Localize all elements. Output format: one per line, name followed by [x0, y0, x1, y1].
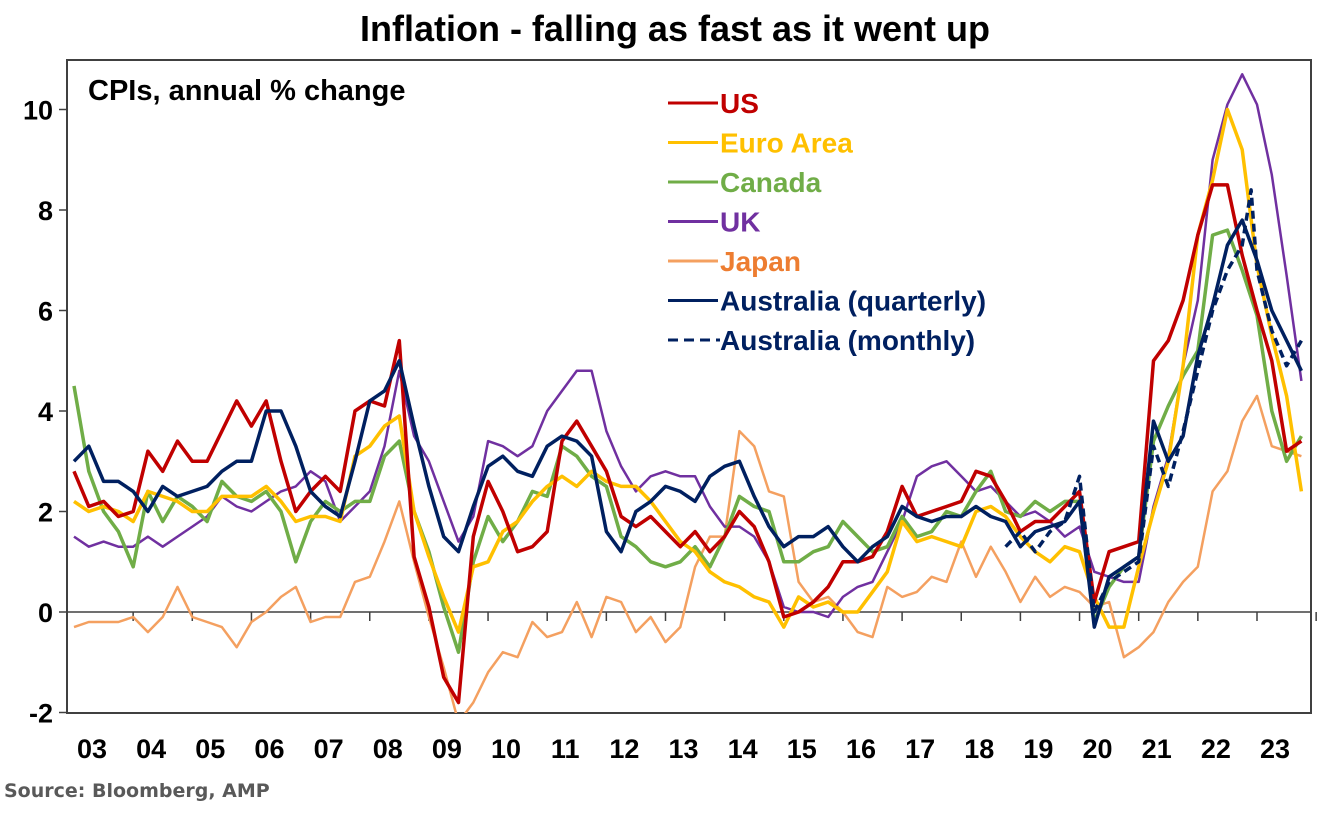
x-tick-label: 13 — [668, 734, 698, 764]
x-tick-label: 20 — [1083, 734, 1113, 764]
source-note: Source: Bloomberg, AMP — [4, 780, 270, 802]
x-tick-label: 04 — [136, 734, 166, 764]
x-tick-label: 15 — [787, 734, 817, 764]
legend-label-australia-monthly: Australia (monthly) — [720, 325, 975, 356]
series-line-uk — [73, 73, 1303, 619]
x-tick-label: 22 — [1201, 734, 1231, 764]
x-tick-label: 10 — [491, 734, 521, 764]
x-tick-label: 17 — [905, 734, 935, 764]
legend-label-japan: Japan — [720, 246, 801, 277]
x-tick-label: 08 — [373, 734, 403, 764]
series-line-australia-quarterly — [72, 218, 1303, 629]
y-tick-label: 10 — [23, 96, 53, 126]
y-tick-label: 8 — [38, 196, 53, 226]
y-tick-label: 0 — [38, 598, 53, 628]
x-tick-label: 05 — [195, 734, 225, 764]
x-tick-label: 21 — [1142, 734, 1172, 764]
series-line-australia-monthly — [1004, 188, 1303, 614]
legend-label-australia-quarterly: Australia (quarterly) — [720, 286, 986, 317]
axes: -2 0 2 4 6 8 10 03 04 05 06 07 08 09 10 11 12 13 14 15 16 17 1… — [23, 59, 1317, 764]
x-tick-label: 03 — [77, 734, 107, 764]
x-tick-label: 16 — [846, 734, 876, 764]
legend-label-uk: UK — [720, 207, 760, 238]
legend-label-euro-area: Euro Area — [720, 128, 853, 159]
legend-label-canada: Canada — [720, 167, 822, 198]
y-tick-label: -2 — [29, 699, 53, 729]
legend-label-us: US — [720, 88, 759, 119]
series-line-japan — [73, 394, 1302, 713]
x-tick-label: 09 — [432, 734, 462, 764]
y-tick-label: 4 — [38, 397, 53, 427]
x-tick-label: 23 — [1260, 734, 1290, 764]
x-tick-label: 12 — [609, 734, 639, 764]
x-tick-label: 06 — [254, 734, 284, 764]
y-tick-label: 2 — [38, 498, 53, 528]
series-line-euro-area — [73, 107, 1304, 634]
series-lines — [72, 73, 1304, 713]
x-tick-label: 07 — [314, 734, 344, 764]
y-tick-label: 6 — [38, 297, 53, 327]
series-line-us — [72, 183, 1303, 705]
x-tick-label: 18 — [964, 734, 994, 764]
chart-subtitle: CPIs, annual % change — [88, 75, 405, 107]
chart-title: Inflation - falling as fast as it went u… — [359, 8, 991, 49]
x-tick-label: 19 — [1023, 734, 1053, 764]
legend: US Euro Area Canada UK Japan Australia (quart… — [668, 88, 986, 356]
plot-frame — [66, 59, 1312, 714]
x-tick-label: 14 — [728, 734, 758, 764]
x-tick-label: 11 — [551, 734, 580, 764]
